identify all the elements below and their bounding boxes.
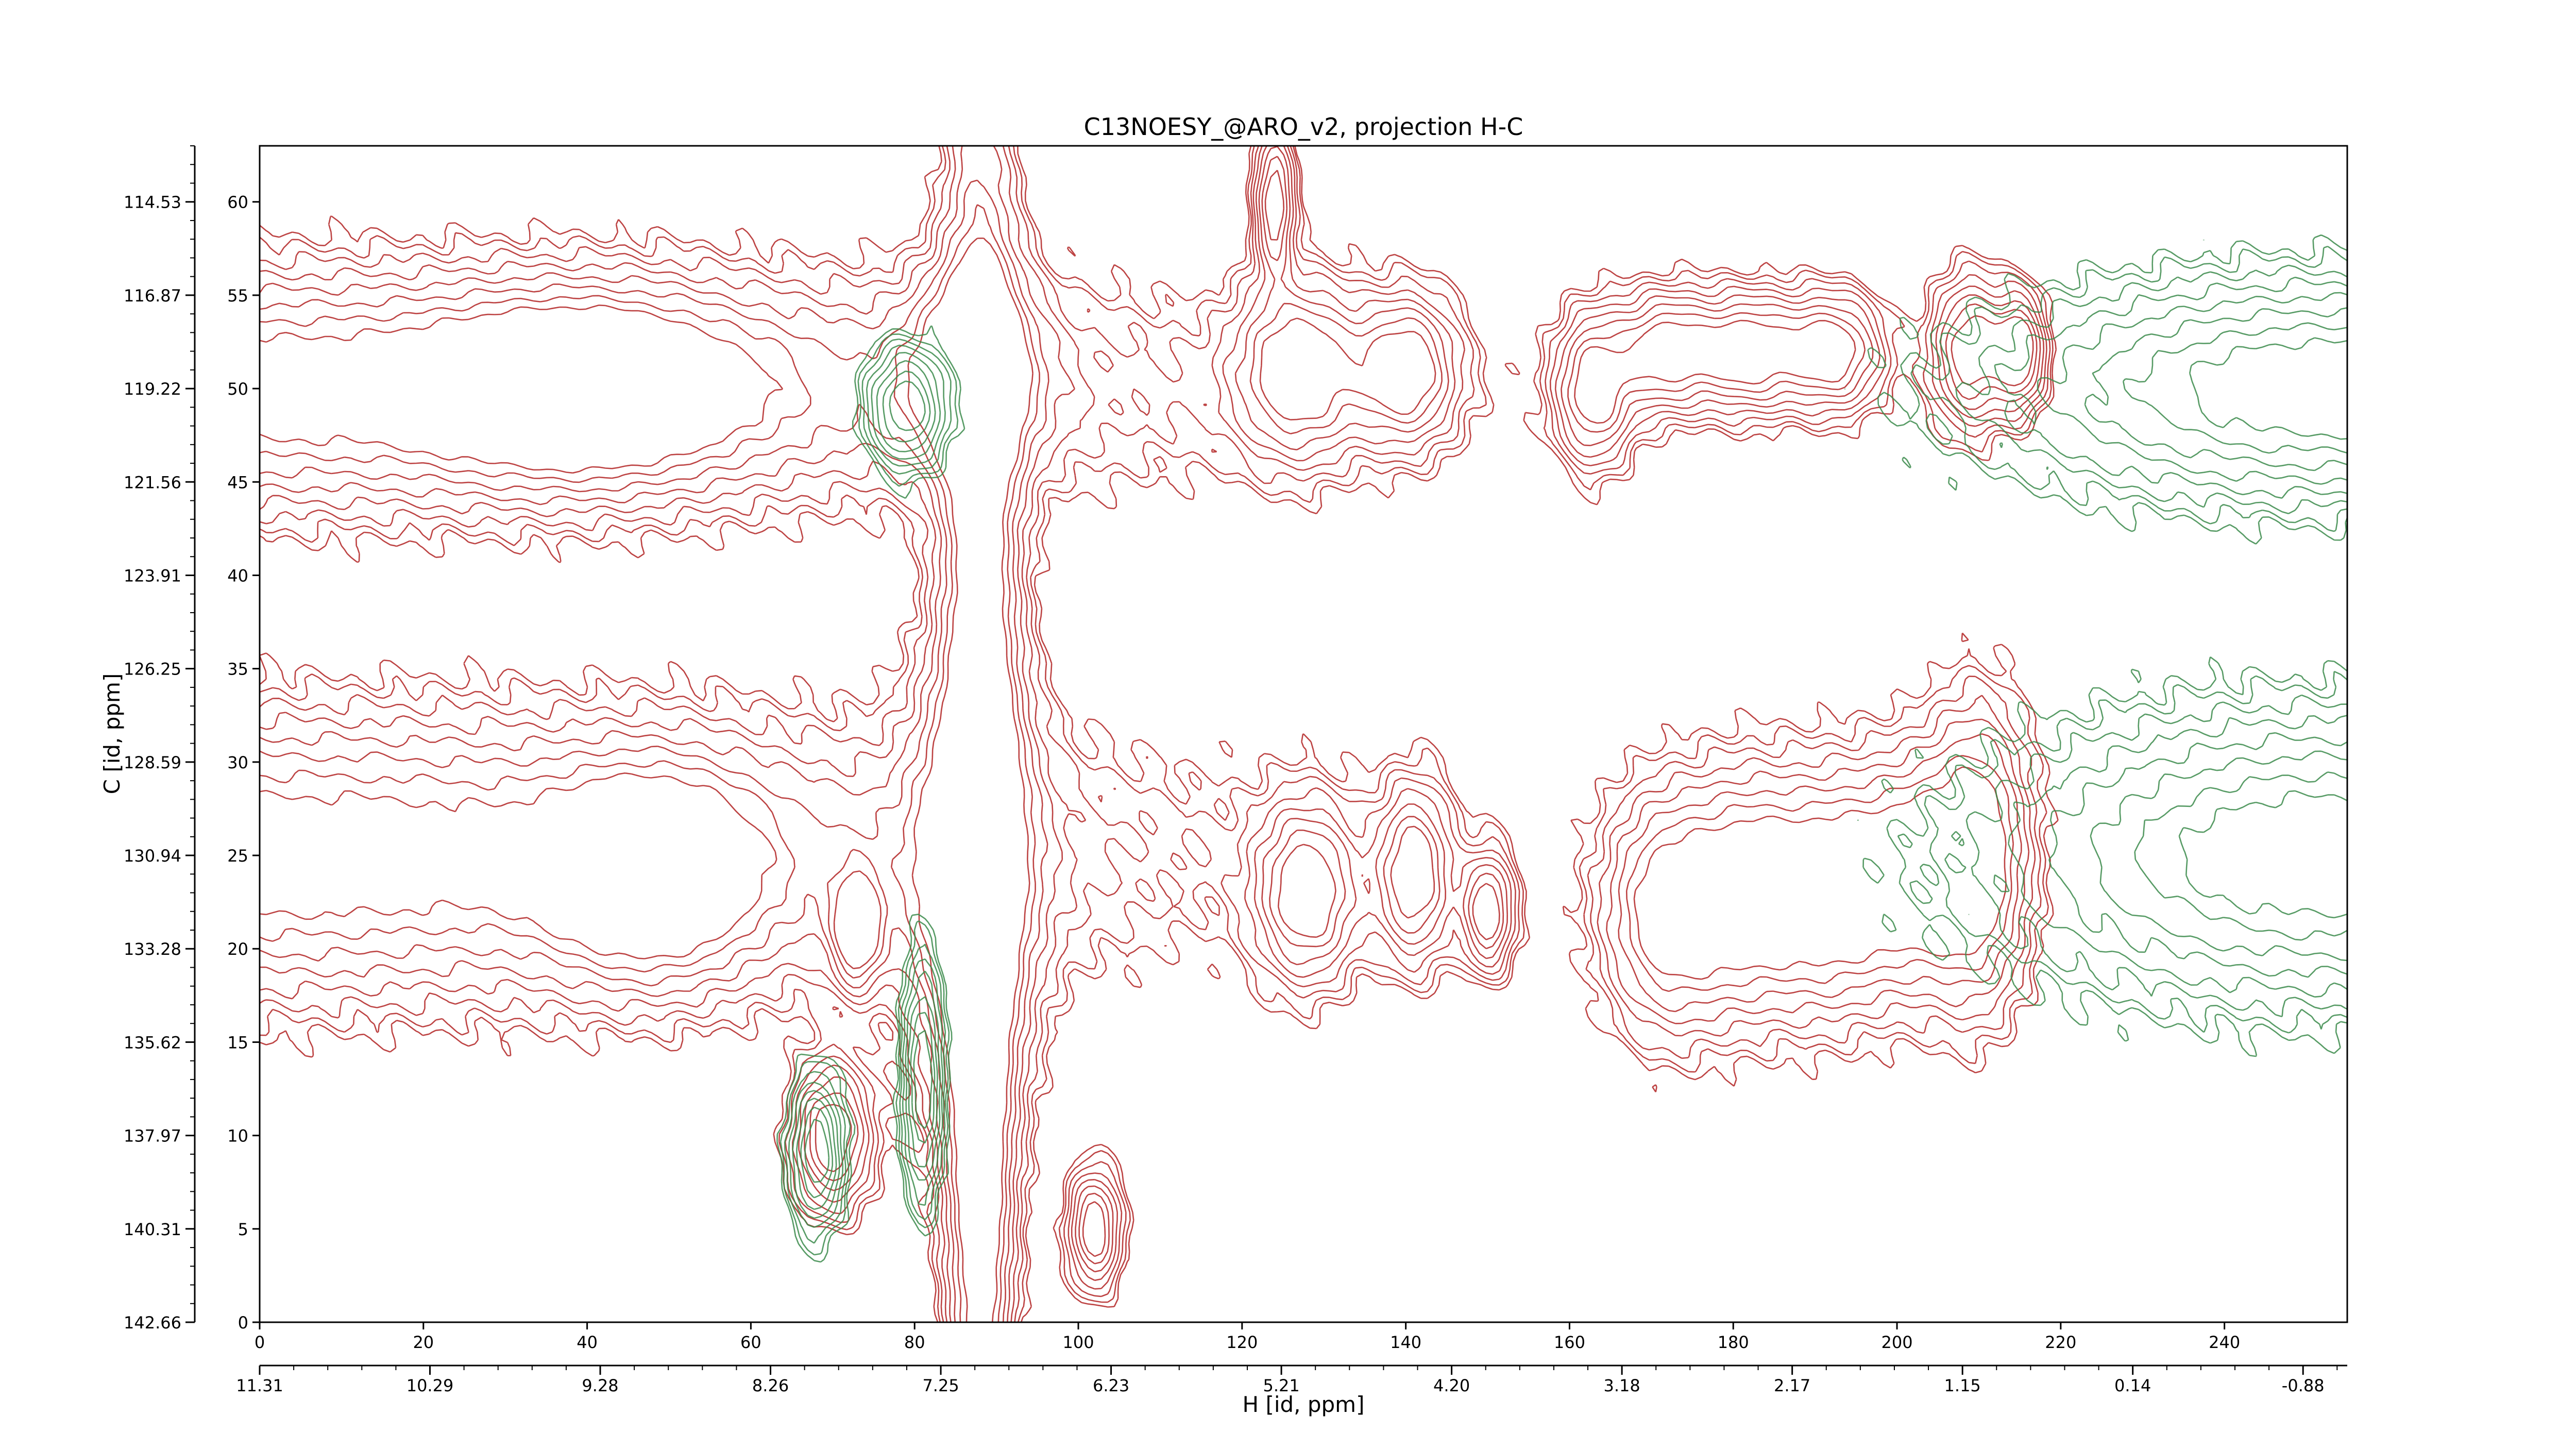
y-index-tick-label: 35 bbox=[227, 660, 248, 679]
x-ppm-tick-label: 5.21 bbox=[1263, 1376, 1299, 1395]
contour-level-positive bbox=[259, 170, 2034, 1323]
x-index-tick-label: 40 bbox=[577, 1333, 598, 1352]
x-index-tick-label: 0 bbox=[255, 1333, 265, 1352]
x-index-tick-label: 220 bbox=[2045, 1333, 2076, 1352]
contour-level-negative bbox=[776, 234, 2348, 1263]
x-ppm-tick-label: 0.14 bbox=[2114, 1376, 2151, 1395]
y-ppm-tick-label: 126.25 bbox=[124, 660, 181, 679]
x-ppm-tick-label: 8.26 bbox=[752, 1376, 789, 1395]
x-index-tick-label: 180 bbox=[1718, 1333, 1749, 1352]
x-ppm-tick-label: 11.31 bbox=[236, 1376, 283, 1395]
x-ppm-tick-label: 4.20 bbox=[1433, 1376, 1470, 1395]
x-index-tick-label: 60 bbox=[740, 1333, 761, 1352]
x-ppm-tick-label: -0.88 bbox=[2282, 1376, 2325, 1395]
contour-series-positive bbox=[259, 145, 2059, 1323]
y-ppm-tick-label: 119.22 bbox=[124, 379, 181, 399]
x-index-tick-label: 200 bbox=[1882, 1333, 1913, 1352]
y-ppm-tick-label: 142.66 bbox=[124, 1313, 181, 1333]
x-ppm-tick-label: 9.28 bbox=[582, 1376, 618, 1395]
chart-title: C13NOESY_@ARO_v2, projection H-C bbox=[1084, 113, 1523, 141]
contour-layer bbox=[259, 145, 2348, 1323]
y-index-tick-label: 55 bbox=[227, 286, 248, 306]
y-index-tick-label: 60 bbox=[227, 193, 248, 212]
y-ppm-tick-label: 140.31 bbox=[124, 1220, 181, 1239]
y-index-tick-label: 0 bbox=[238, 1313, 248, 1333]
contour-series-negative bbox=[776, 234, 2348, 1263]
y-ppm-tick-label: 130.94 bbox=[124, 846, 181, 866]
contour-level-negative bbox=[804, 337, 2348, 1183]
contour-level-positive bbox=[259, 145, 2045, 1323]
contour-level-positive bbox=[259, 145, 2051, 1323]
y-index-tick-label: 5 bbox=[238, 1220, 248, 1239]
y-ppm-tick-label: 133.28 bbox=[124, 939, 181, 959]
y-index-tick-label: 30 bbox=[227, 753, 248, 772]
x-index-tick-label: 100 bbox=[1062, 1333, 1094, 1352]
x-ppm-tick-label: 1.15 bbox=[1944, 1376, 1981, 1395]
x-index-tick-label: 120 bbox=[1226, 1333, 1258, 1352]
plot-frame bbox=[259, 145, 2348, 1323]
x-ppm-tick-label: 10.29 bbox=[406, 1376, 454, 1395]
y-ppm-tick-label: 116.87 bbox=[124, 286, 181, 306]
y-index-tick-label: 20 bbox=[227, 939, 248, 959]
y-ppm-tick-label: 135.62 bbox=[124, 1033, 181, 1052]
contour-level-negative bbox=[779, 245, 2348, 1256]
contour-level-positive bbox=[259, 145, 2047, 1323]
y-index-tick-label: 10 bbox=[227, 1126, 248, 1146]
x-ppm-tick-label: 7.25 bbox=[922, 1376, 959, 1395]
y-ppm-tick-label: 137.97 bbox=[124, 1126, 181, 1146]
y-ppm-tick-label: 128.59 bbox=[124, 753, 181, 772]
x-axis: 0 20 40 60 80 100 120 140 160 180 200 220 240 11.31 10… bbox=[236, 1322, 2347, 1395]
y-index-tick-label: 40 bbox=[227, 566, 248, 585]
x-index-tick-label: 20 bbox=[413, 1333, 434, 1352]
y-index-tick-label: 45 bbox=[227, 473, 248, 492]
x-ppm-tick-label: 6.23 bbox=[1093, 1376, 1129, 1395]
y-index-tick-label: 25 bbox=[227, 846, 248, 866]
x-index-tick-label: 80 bbox=[904, 1333, 925, 1352]
y-ppm-tick-label: 123.91 bbox=[124, 566, 181, 585]
y-axis-label: C [id, ppm] bbox=[99, 673, 125, 795]
x-axis-label: H [id, ppm] bbox=[1243, 1392, 1365, 1417]
contour-level-negative bbox=[796, 307, 2348, 1210]
y-ppm-tick-label: 114.53 bbox=[124, 193, 181, 212]
contour-level-negative bbox=[800, 322, 2348, 1199]
x-index-tick-label: 140 bbox=[1390, 1333, 1421, 1352]
y-index-tick-label: 15 bbox=[227, 1033, 248, 1052]
y-index-tick-label: 50 bbox=[227, 379, 248, 399]
contour-level-positive bbox=[259, 145, 2054, 1323]
y-axis: 0 142.66 5 140.31 10 137.97 15 135.62 20 133.28 25… bbox=[124, 145, 260, 1333]
contour-level-positive bbox=[259, 146, 2041, 1323]
contour-level-positive bbox=[259, 145, 2059, 1323]
y-ppm-tick-label: 121.56 bbox=[124, 473, 181, 492]
contour-level-negative bbox=[784, 264, 2348, 1244]
x-ppm-tick-label: 3.18 bbox=[1604, 1376, 1640, 1395]
contour-level-negative bbox=[788, 276, 2348, 1228]
x-index-tick-label: 240 bbox=[2209, 1333, 2240, 1352]
x-ppm-tick-label: 2.17 bbox=[1774, 1376, 1810, 1395]
x-index-tick-label: 160 bbox=[1554, 1333, 1585, 1352]
contour-level-positive bbox=[259, 156, 2038, 1323]
contour-level-negative bbox=[792, 292, 2348, 1219]
